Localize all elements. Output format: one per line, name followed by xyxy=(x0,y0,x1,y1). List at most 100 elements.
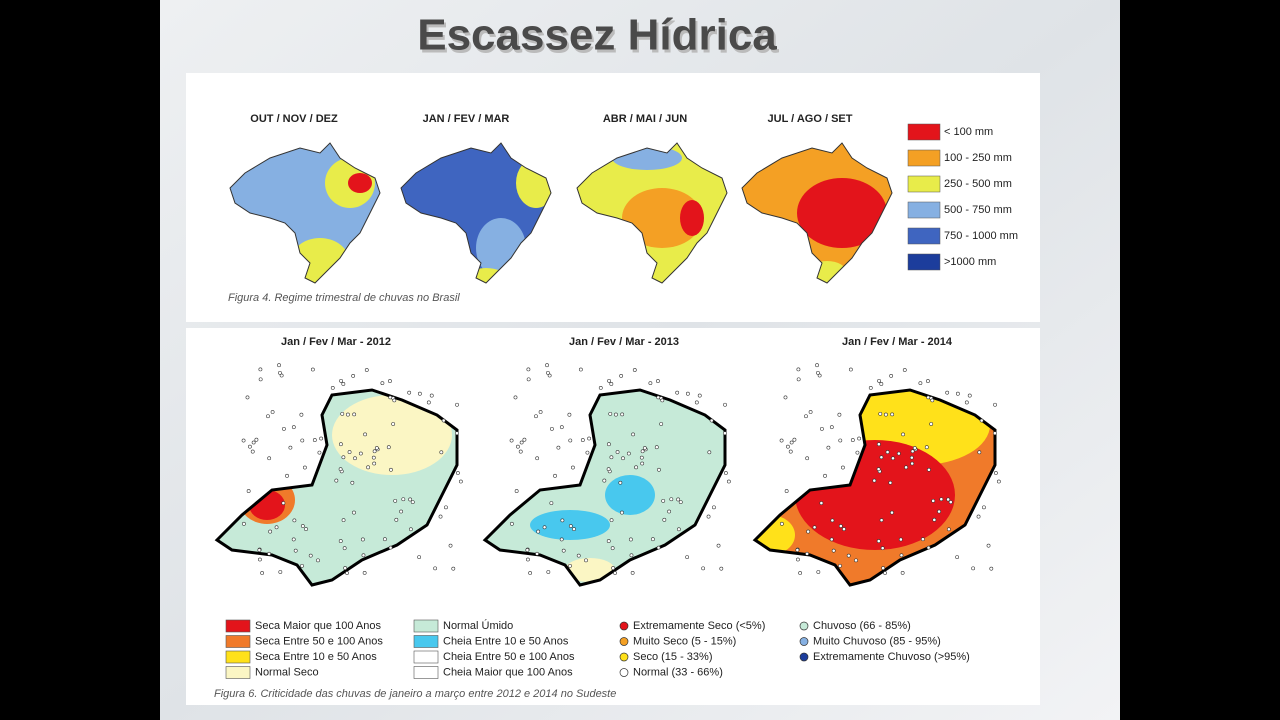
legend-label: Chuvoso (66 - 85%) xyxy=(813,620,911,632)
station-dot xyxy=(251,440,256,445)
station-dot xyxy=(609,382,614,386)
station-dot xyxy=(372,461,377,466)
station-dot xyxy=(993,431,997,436)
station-dot xyxy=(388,379,392,383)
station-dot xyxy=(890,412,895,417)
station-dot xyxy=(444,505,448,510)
station-dot xyxy=(967,393,972,398)
station-dot xyxy=(248,444,252,449)
station-dot xyxy=(675,390,680,395)
legend-label: 500 - 750 mm xyxy=(944,204,1012,216)
station-dot xyxy=(364,368,369,372)
station-dot xyxy=(932,517,937,522)
station-dot xyxy=(614,412,618,417)
station-dot xyxy=(546,370,550,375)
station-dot xyxy=(996,479,1001,484)
station-dot xyxy=(676,497,681,502)
station-dot xyxy=(606,442,611,447)
station-dot xyxy=(779,438,784,443)
station-dot xyxy=(380,381,385,386)
station-dot xyxy=(709,418,714,423)
station-dot xyxy=(723,431,727,436)
station-dot xyxy=(879,518,884,523)
station-dot xyxy=(626,451,631,456)
station-dot xyxy=(902,368,907,372)
station-dot xyxy=(407,390,412,395)
station-dot xyxy=(394,517,399,522)
station-dot xyxy=(568,524,573,528)
station-dot xyxy=(401,497,406,502)
map-2014 xyxy=(750,355,1010,605)
map-2012 xyxy=(212,355,472,605)
legend-swatch xyxy=(907,253,941,271)
station-dot xyxy=(898,537,903,542)
legend-label: Cheia Entre 50 e 100 Anos xyxy=(443,651,575,663)
station-dot xyxy=(628,537,633,542)
station-dot xyxy=(656,395,661,400)
legend-swatch xyxy=(907,175,941,193)
station-dot xyxy=(386,445,391,450)
station-dot xyxy=(796,367,801,372)
station-dot xyxy=(723,402,727,407)
legend-label: Normal Úmido xyxy=(443,619,513,632)
station-dot xyxy=(528,571,533,575)
station-dot xyxy=(945,390,950,395)
legend-label: Cheia Entre 10 e 50 Anos xyxy=(443,635,569,647)
station-dot xyxy=(316,558,320,563)
station-dot xyxy=(904,465,908,470)
station-dot xyxy=(341,382,346,386)
station-dot xyxy=(780,521,784,526)
legend-marker xyxy=(799,621,809,631)
station-dot xyxy=(389,467,393,472)
station-dot xyxy=(610,546,615,551)
legend-marker xyxy=(799,637,809,646)
station-dot xyxy=(439,450,444,455)
station-dot xyxy=(342,546,347,551)
station-dot xyxy=(388,545,393,550)
station-dot xyxy=(300,438,305,443)
station-dot xyxy=(408,527,413,532)
station-dot xyxy=(872,478,877,483)
station-dot xyxy=(353,456,357,461)
station-dot xyxy=(426,400,431,405)
station-dot xyxy=(918,381,923,386)
station-dot xyxy=(838,438,843,443)
station-dot xyxy=(854,558,858,563)
station-dot xyxy=(510,521,514,526)
station-dot xyxy=(292,518,297,523)
station-dot xyxy=(838,524,843,528)
station-dot xyxy=(343,566,348,570)
station-dot xyxy=(676,527,681,532)
station-dot xyxy=(629,553,634,558)
station-dot xyxy=(361,553,366,558)
legend-label: 250 - 500 mm xyxy=(944,178,1012,190)
station-dot xyxy=(572,527,576,531)
station-dot xyxy=(308,553,313,558)
station-dot xyxy=(391,422,396,426)
legend-swatch xyxy=(907,123,941,141)
station-dot xyxy=(578,367,583,372)
station-dot xyxy=(678,500,683,504)
panel-title: Jan / Fev / Mar - 2013 xyxy=(569,336,679,348)
station-dot xyxy=(609,455,614,460)
station-dot xyxy=(927,467,931,472)
station-dot xyxy=(242,521,246,526)
station-dot xyxy=(931,498,936,503)
station-dot xyxy=(630,570,635,575)
station-dot xyxy=(561,548,566,553)
station-dot xyxy=(317,450,322,455)
station-dot xyxy=(879,455,884,460)
station-dot xyxy=(341,518,346,523)
legend-label: Muito Chuvoso (85 - 95%) xyxy=(813,635,941,647)
station-dot xyxy=(900,570,905,575)
slide-title: Escassez Hídrica xyxy=(417,11,777,60)
station-dot xyxy=(890,510,894,515)
station-dot xyxy=(258,557,262,562)
station-dot xyxy=(455,471,460,475)
station-dot xyxy=(783,395,788,400)
station-dot xyxy=(330,386,335,390)
station-dot xyxy=(798,571,803,575)
station-dot xyxy=(838,563,842,568)
